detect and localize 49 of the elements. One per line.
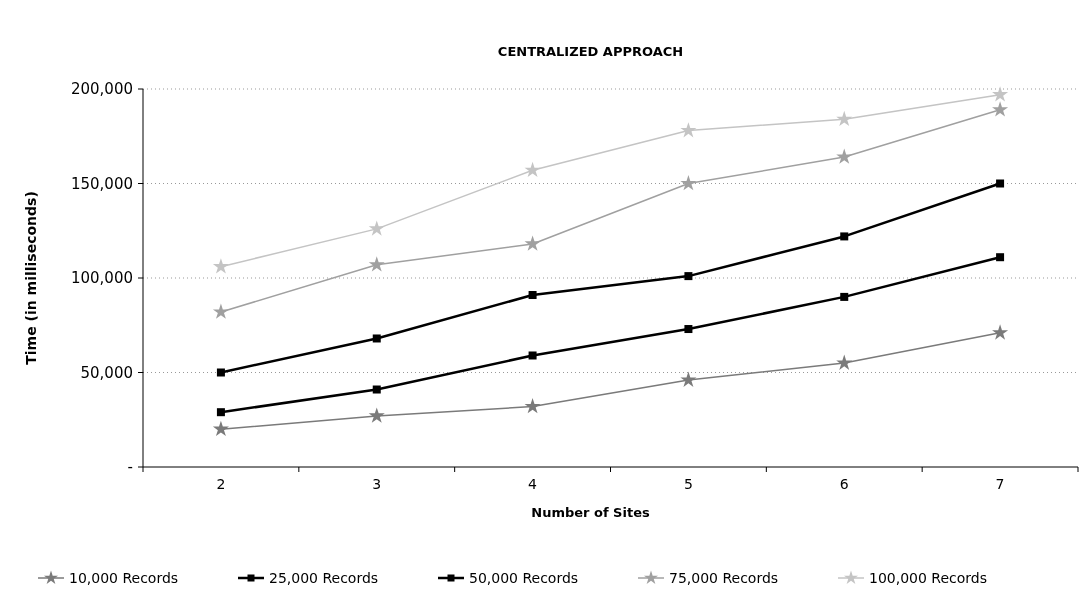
x-tick-label: 3 [372, 476, 382, 492]
legend-label: 10,000 Records [69, 569, 179, 586]
point [212, 420, 229, 437]
point [216, 408, 225, 417]
point [680, 175, 697, 191]
point [372, 385, 381, 394]
point [680, 122, 697, 138]
point [372, 334, 381, 343]
legend-label: 50,000 Records [469, 569, 579, 586]
x-tick-label: 4 [528, 476, 538, 492]
point [528, 291, 537, 300]
x-tick-label: 5 [683, 476, 693, 492]
point [212, 258, 229, 274]
point [680, 371, 697, 387]
point [992, 101, 1009, 117]
x-axis-title: Number of Sites [531, 505, 650, 520]
y-tick-label: 200,000 [70, 80, 133, 99]
point [528, 351, 537, 360]
point [216, 368, 225, 377]
legend-label: 25,000 Records [269, 569, 379, 586]
y-tick-label: - [127, 458, 133, 477]
y-tick-label: 100,000 [70, 269, 133, 288]
point [840, 232, 849, 241]
point [684, 325, 693, 334]
point [524, 235, 541, 251]
x-tick-label: 2 [216, 476, 226, 492]
point [840, 292, 849, 301]
point [524, 161, 541, 178]
y-axis-title: Time (in milliseconds) [23, 191, 39, 365]
point [368, 220, 385, 236]
legend-label: 100,000 Records [869, 569, 988, 586]
chart-title: CENTRALIZED APPROACH [497, 44, 684, 59]
point [836, 148, 853, 164]
point [996, 253, 1005, 262]
point [992, 86, 1009, 102]
point [836, 354, 853, 370]
point [368, 256, 385, 272]
point [368, 407, 385, 423]
y-tick-label: 150,000 [70, 174, 133, 193]
point [212, 303, 229, 319]
point [836, 110, 853, 127]
point [524, 398, 541, 414]
point [996, 179, 1005, 188]
legend-label: 75,000 Records [669, 569, 779, 586]
x-tick-label: 6 [839, 476, 849, 492]
point [992, 324, 1009, 340]
x-tick-label: 7 [995, 476, 1005, 492]
point [684, 272, 693, 281]
y-tick-label: 50,000 [80, 363, 133, 382]
